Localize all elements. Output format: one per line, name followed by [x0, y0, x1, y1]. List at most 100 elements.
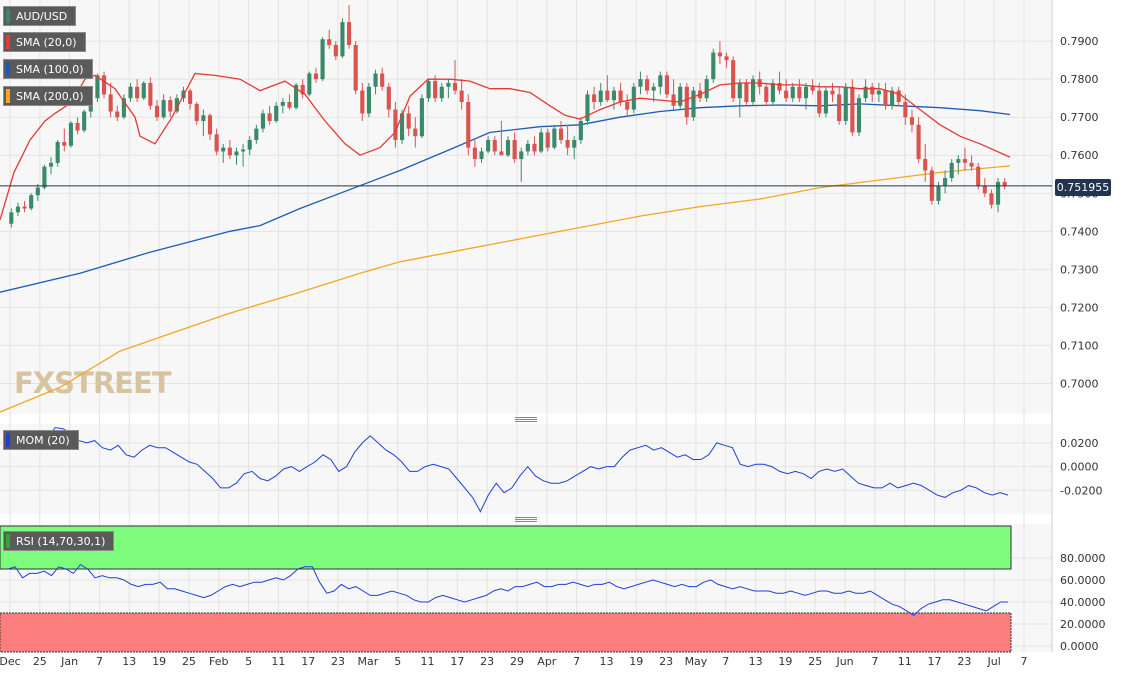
date-tick-label: 23 [331, 655, 345, 668]
candle-body [393, 109, 398, 141]
candle-body [717, 52, 722, 57]
rsi-label: RSI (14,70,30,1) [16, 535, 106, 548]
candle-body [353, 44, 358, 91]
rsi-layer [7, 563, 1008, 616]
candle-body [810, 86, 815, 91]
candle-body [989, 193, 994, 205]
mom-tag[interactable]: MOM (20) [3, 430, 79, 450]
candle-body [366, 86, 371, 114]
candle-body [843, 86, 848, 122]
candle-body [876, 90, 881, 95]
candle-body [539, 132, 544, 152]
date-tick-label: 7 [573, 655, 580, 668]
candle-body [426, 81, 431, 99]
candle-body [797, 86, 802, 99]
sma100-swatch [6, 62, 10, 76]
sma20-tag[interactable]: SMA (20,0) [3, 32, 86, 52]
candle-body [969, 162, 974, 167]
candle-body [207, 115, 213, 135]
date-tick-label: Jul [987, 655, 1001, 668]
candle-body [916, 124, 921, 160]
date-tick-label: 5 [394, 655, 401, 668]
candle-body [731, 60, 736, 99]
candle-body [558, 128, 564, 141]
rsi-swatch [6, 534, 10, 548]
date-tick-label: 19 [778, 655, 792, 668]
candle-body [201, 115, 206, 122]
date-tick-label: 25 [33, 655, 47, 668]
price-tick-label: 0.7900 [1060, 35, 1099, 48]
candle-body [711, 52, 716, 80]
candle-body [479, 151, 484, 160]
candle-body [161, 100, 166, 118]
price-tick-label: 0.7100 [1060, 339, 1099, 352]
date-tick-label: May [685, 655, 708, 668]
candle-body [1002, 181, 1007, 186]
candle-body [29, 195, 34, 209]
candle-body [386, 86, 391, 110]
candle-body [545, 132, 550, 148]
candle-body [750, 79, 756, 102]
sma200-tag[interactable]: SMA (200,0) [3, 86, 93, 106]
rsi-tick-label: 20.0000 [1060, 618, 1106, 631]
candle-body [267, 113, 272, 122]
candle-body [95, 75, 100, 99]
candle-body [525, 143, 530, 152]
candle-body [135, 86, 140, 99]
candle-body [903, 101, 908, 118]
candle-body [896, 90, 901, 102]
candle-body [691, 90, 696, 118]
fxstreet-watermark: FXSTREET [14, 366, 172, 400]
candle-body [287, 101, 292, 108]
rsi-tag[interactable]: RSI (14,70,30,1) [3, 531, 115, 551]
candle-body [121, 98, 126, 118]
mom-label: MOM (20) [16, 434, 70, 447]
date-tick-label: Dec [0, 655, 21, 668]
candle-body [850, 86, 855, 133]
candle-body [373, 73, 378, 87]
candle-body [512, 140, 517, 160]
candle-body [154, 105, 160, 118]
sma100-tag[interactable]: SMA (100,0) [3, 59, 93, 79]
candle-body [108, 94, 113, 112]
date-tick-label: 19 [152, 655, 166, 668]
mom-tick-label: 0.0000 [1060, 461, 1099, 474]
candle-body [168, 100, 173, 112]
candle-body [638, 79, 643, 87]
rsi-tick-label: 80.0000 [1060, 552, 1106, 565]
y-axis-ticks: 0.79000.78000.77000.76000.75000.74000.73… [1060, 35, 1106, 653]
rsi-overbought-zone [0, 525, 1012, 570]
panel-resize-handle-2[interactable] [515, 517, 537, 522]
candle-body [260, 113, 266, 129]
symbol-swatch [6, 9, 10, 23]
candle-body [936, 185, 941, 201]
candle-body [856, 98, 862, 133]
sma200-line [0, 165, 1011, 413]
candle-body [890, 90, 895, 106]
candle-body [492, 140, 497, 152]
current-price-badge: 0.751955 [1055, 179, 1111, 196]
candle-body [863, 86, 868, 99]
candle-body [48, 162, 54, 167]
date-tick-label: Jun [835, 655, 853, 668]
price-tick-label: 0.7800 [1060, 73, 1099, 86]
candle-body [128, 86, 133, 99]
candle-body [274, 105, 279, 122]
candle-body [333, 44, 338, 57]
candle-body [565, 140, 570, 148]
panel-resize-handle-1[interactable] [515, 417, 537, 422]
candle-body [68, 122, 73, 146]
candle-body [466, 101, 471, 148]
sma20-line [0, 72, 1011, 221]
date-tick-label: 11 [421, 655, 435, 668]
date-tick-label: 11 [898, 655, 912, 668]
candle-body [777, 82, 782, 91]
candle-body [664, 75, 669, 95]
candle-body [949, 162, 954, 179]
candle-body [611, 90, 617, 101]
candle-body [764, 86, 769, 102]
symbol-tag[interactable]: AUD/USD [3, 6, 77, 26]
candle-body [115, 111, 120, 118]
